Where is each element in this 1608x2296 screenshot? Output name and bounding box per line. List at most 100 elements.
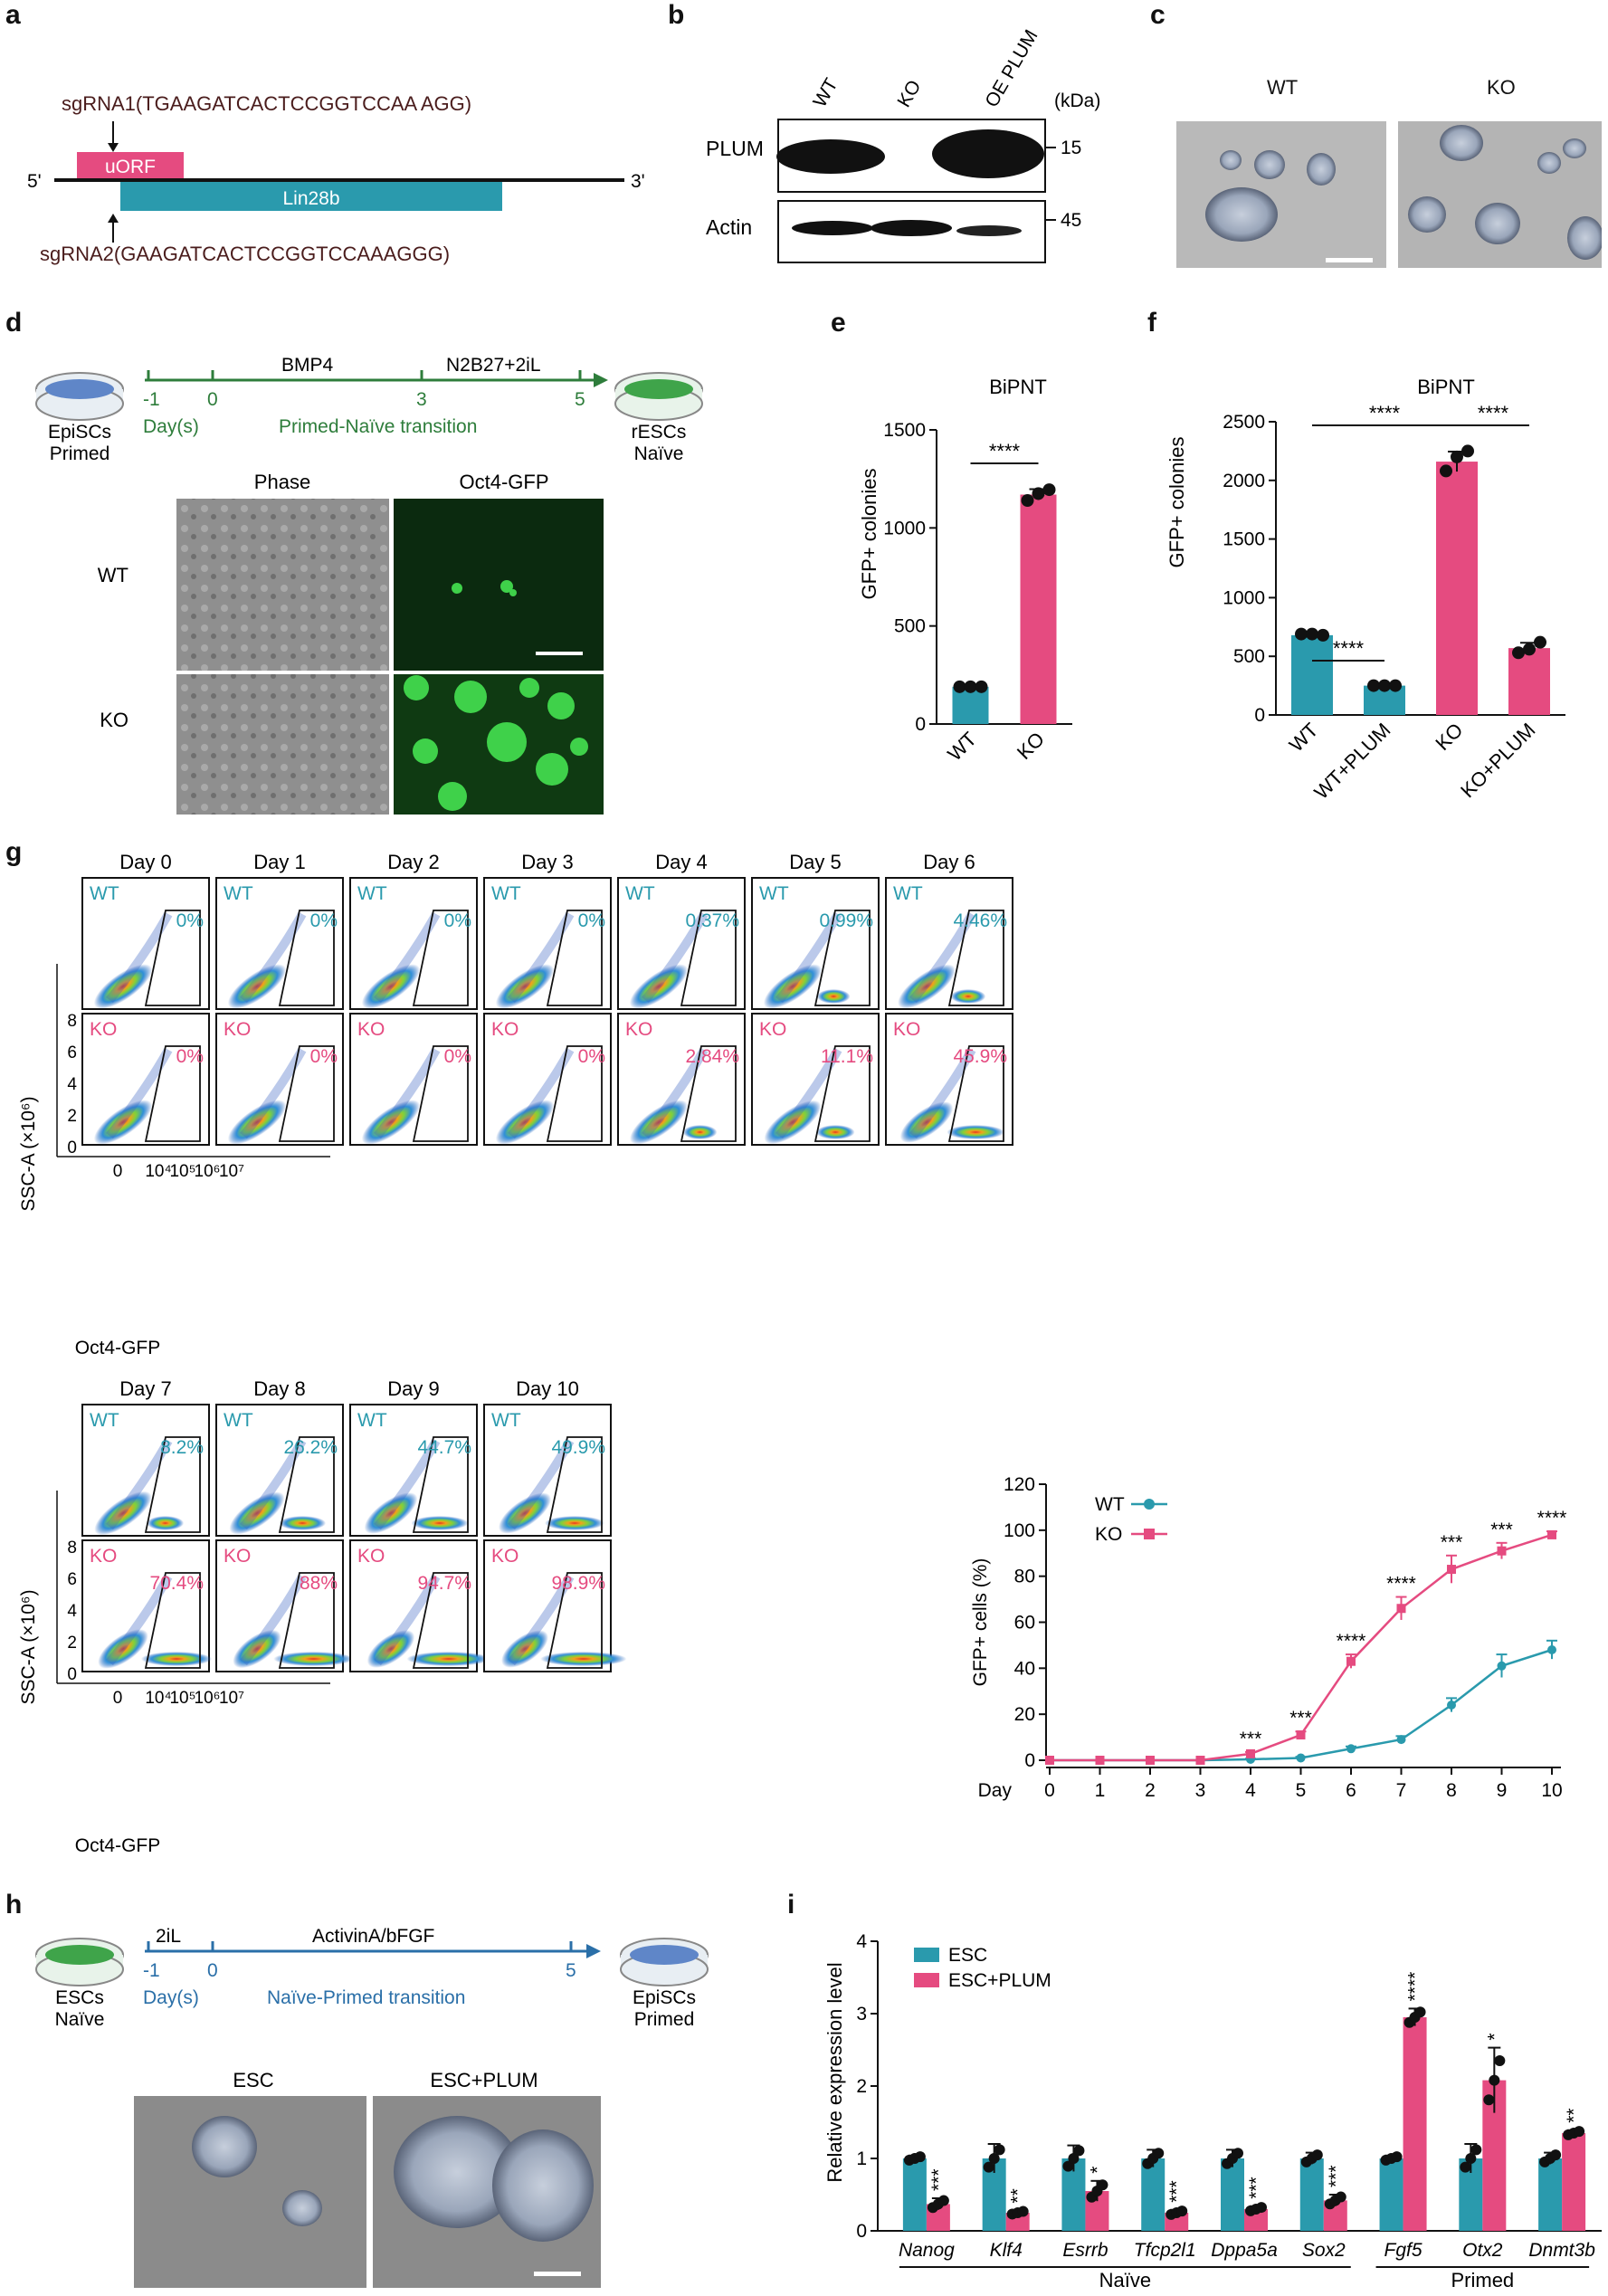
i-data-point <box>1097 2179 1108 2191</box>
flow-row-label-ko: KO <box>90 1546 117 1567</box>
g-line-x-tick-label: 9 <box>1497 1780 1508 1801</box>
g-line-sig-label: *** <box>1289 1708 1312 1729</box>
g-line-xlabel: Day <box>978 1780 1013 1801</box>
flow-positive-cloud <box>682 1125 718 1139</box>
sgrna1-arrowhead <box>108 143 119 152</box>
flow-percentage: 0% <box>310 1046 338 1067</box>
g-line-point-wt <box>1547 1645 1556 1654</box>
i-ylabel: Relative expression level <box>823 1962 846 2182</box>
flow-day-label: Day 7 <box>119 1377 171 1400</box>
scale-bar <box>1326 258 1373 262</box>
flow-percentage: 0% <box>176 1046 204 1067</box>
i-x-label-esrrb: Esrrb <box>1062 2240 1108 2261</box>
flow-plot-wt-bottom: WT 44.7% <box>349 1404 478 1537</box>
h-esc-image <box>134 2096 366 2288</box>
f-data-point <box>1295 627 1308 641</box>
flow-y-tick-label: 2 <box>67 1634 77 1653</box>
flow-percentage: 8.2% <box>160 1437 204 1458</box>
panel-label-f: f <box>1147 308 1156 338</box>
h-image-label-esc-plum: ESC+PLUM <box>430 2069 538 2091</box>
wt-colony-image <box>1176 121 1386 268</box>
flow-percentage: 70.4% <box>149 1573 204 1594</box>
g-legend-ko-marker <box>1144 1529 1155 1539</box>
resc-dish-icon <box>614 372 703 421</box>
i-data-point <box>1335 2191 1346 2203</box>
panel-label-c: c <box>1150 0 1166 30</box>
i-x-label-otx2: Otx2 <box>1462 2240 1503 2261</box>
flow-gate <box>412 1572 469 1669</box>
h-tick-5: 5 <box>566 1960 576 1981</box>
e-y-tick-label: 0 <box>915 714 926 735</box>
i-data-point <box>1256 2202 1267 2214</box>
flow-gate <box>546 1436 603 1533</box>
i-data-point <box>1470 2144 1482 2156</box>
h-esc-plum-colony <box>492 2129 594 2242</box>
f-ylabel: GFP+ colonies <box>1166 437 1188 568</box>
flow-day-label: Day 0 <box>119 851 171 873</box>
f-bar-wt <box>1291 634 1333 715</box>
f-sig-label: **** <box>1333 637 1365 660</box>
g-line-x-tick-label: 7 <box>1396 1780 1407 1801</box>
flow-plot-ko-top: KO 0% <box>349 1013 478 1146</box>
i-bar-fgf5-esc <box>1379 2158 1403 2231</box>
i-data-point <box>1232 2148 1243 2159</box>
f-x-label: KO+PLUM <box>1456 719 1539 802</box>
i-data-point <box>1176 2205 1188 2217</box>
ko-colony <box>1475 203 1520 244</box>
i-data-point <box>937 2195 949 2206</box>
flow-plot-ko-bottom: KO 70.4% <box>81 1539 213 1672</box>
g-line-point-wt <box>1396 1735 1406 1745</box>
i-data-point <box>983 2161 994 2173</box>
d-phase-ko-image <box>176 674 389 815</box>
e-x-label: KO <box>1013 728 1049 764</box>
i-data-point <box>1550 2149 1562 2161</box>
panel-label-e: e <box>831 308 846 338</box>
flow-row-label-ko: KO <box>224 1546 251 1567</box>
flow-percentage: 49.9% <box>551 1437 605 1458</box>
e-ylabel: GFP+ colonies <box>858 469 880 600</box>
i-sig-label: **** <box>1405 1972 1426 2002</box>
i-data-point <box>1489 2074 1500 2086</box>
g-line-x-tick-label: 10 <box>1541 1780 1562 1801</box>
panel-label-b: b <box>668 0 685 30</box>
flow-density-cloud <box>898 964 956 1009</box>
d-tick-3: 3 <box>416 389 427 410</box>
f-bar-ko <box>1436 462 1478 715</box>
flow-day-label: Day 8 <box>253 1377 305 1400</box>
kda45-label: 45 <box>1061 210 1081 231</box>
h-scale-bar <box>534 2272 581 2276</box>
flow-plot-ko-top: KO 11.1% <box>751 1013 880 1146</box>
flow-percentage: 2.84% <box>685 1046 739 1067</box>
d-col-phase: Phase <box>254 471 310 493</box>
i-sig-label: *** <box>1246 2177 1267 2199</box>
kda-unit: (kDa) <box>1054 91 1100 111</box>
g-legend-ko: KO <box>1095 1524 1122 1545</box>
flow-x-tick-label: 10⁵ <box>169 1689 195 1708</box>
g-line-x-tick-label: 4 <box>1245 1780 1256 1801</box>
g-line-x-tick-label: 3 <box>1195 1780 1206 1801</box>
g-line-sig-label: **** <box>1386 1574 1416 1595</box>
d-scale-bar <box>536 652 583 655</box>
g-line-point-ko <box>1045 1756 1054 1765</box>
panel-label-i: i <box>787 1890 795 1920</box>
flow-day-label: Day 3 <box>521 851 573 873</box>
f-data-point <box>1534 635 1546 649</box>
h-tick-neg1: -1 <box>143 1960 160 1981</box>
flow-x-tick-label: 10⁵ <box>169 1162 195 1181</box>
g-line-series-wt <box>1050 1648 1553 1762</box>
e-data-point <box>964 680 977 693</box>
g-line-point-ko <box>1146 1756 1155 1765</box>
e-sig-label: **** <box>989 440 1021 462</box>
g-line-point-ko <box>1346 1656 1356 1666</box>
i-bar-dnmt3b-esc <box>1538 2158 1563 2231</box>
d-tick-neg1: -1 <box>143 389 160 410</box>
flow-positive-cloud <box>411 1516 469 1530</box>
flow-density-cloud <box>227 964 287 1009</box>
flow-y-tick-label: 4 <box>67 1602 77 1621</box>
g-yaxis-label-bottom: SSC-A (×10⁶) <box>18 1589 39 1704</box>
sgrna2-label: sgRNA2(GAAGATCACTCCGGTCCAAAGGG) <box>40 243 450 265</box>
flow-percentage: 98.9% <box>551 1573 605 1594</box>
e-y-tick-label: 500 <box>894 616 926 637</box>
f-data-point <box>1317 628 1329 642</box>
i-data-point <box>1483 2094 1495 2106</box>
